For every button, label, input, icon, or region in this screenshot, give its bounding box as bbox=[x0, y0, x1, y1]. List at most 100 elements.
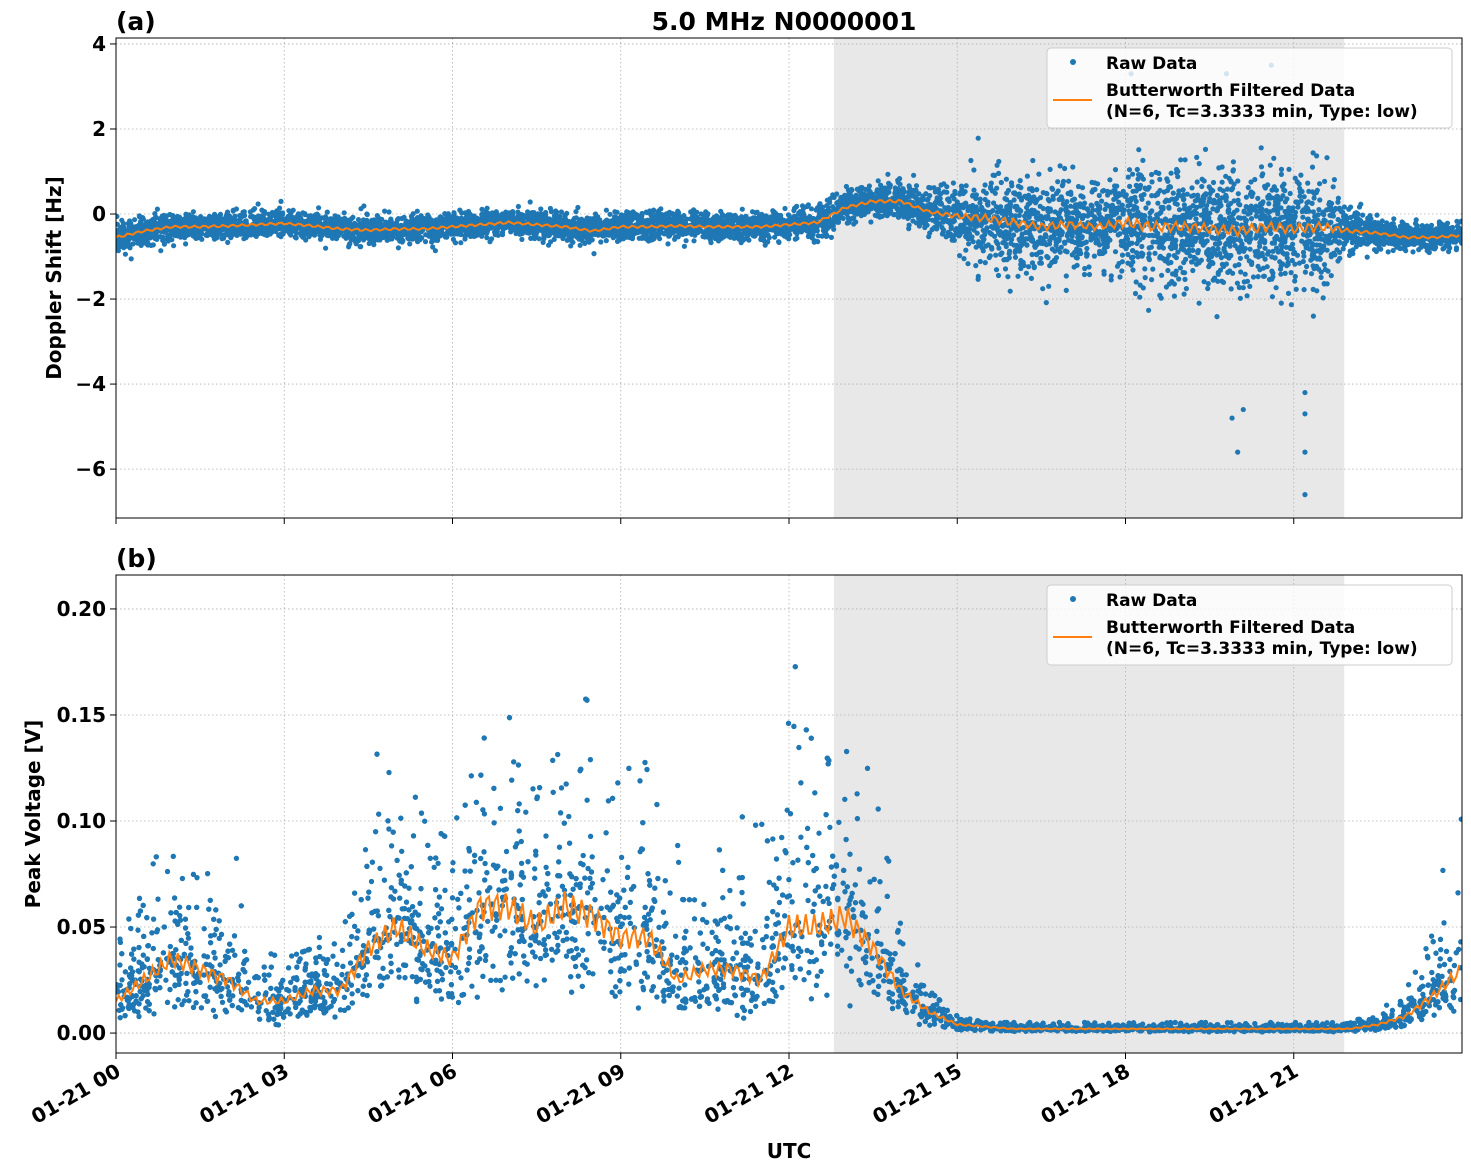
raw-data-point bbox=[1258, 238, 1264, 244]
raw-data-point bbox=[886, 184, 892, 190]
raw-data-point bbox=[414, 208, 420, 214]
raw-data-point bbox=[1373, 248, 1379, 255]
raw-data-point bbox=[1043, 300, 1049, 306]
raw-data-point bbox=[1011, 232, 1017, 238]
raw-data-point bbox=[831, 226, 837, 232]
raw-data-point bbox=[1254, 209, 1260, 215]
raw-data-point bbox=[1205, 281, 1211, 287]
raw-data-point bbox=[1089, 189, 1095, 195]
raw-data-point bbox=[1390, 221, 1396, 227]
raw-data-point bbox=[1194, 179, 1200, 185]
raw-data-point bbox=[1187, 253, 1193, 259]
raw-data-point bbox=[364, 211, 370, 217]
raw-data-point bbox=[1390, 247, 1396, 254]
raw-data-point bbox=[1255, 274, 1261, 280]
raw-data-point bbox=[1132, 290, 1139, 297]
raw-data-point bbox=[1149, 193, 1155, 199]
raw-data-point bbox=[543, 209, 549, 216]
raw-data-point bbox=[1356, 204, 1363, 210]
raw-data-point bbox=[1149, 179, 1155, 185]
raw-data-point bbox=[458, 240, 464, 246]
raw-data-point bbox=[944, 189, 950, 195]
raw-data-point bbox=[161, 241, 167, 247]
raw-data-point bbox=[1130, 267, 1136, 273]
raw-data-point bbox=[1088, 202, 1094, 208]
raw-data-point bbox=[255, 201, 261, 207]
raw-data-point bbox=[1416, 247, 1422, 253]
raw-data-point bbox=[1176, 207, 1183, 213]
raw-data-point bbox=[1300, 258, 1306, 265]
raw-data-point bbox=[1246, 239, 1252, 245]
raw-data-point bbox=[1063, 273, 1069, 279]
raw-data-point bbox=[1120, 188, 1126, 194]
raw-data-point bbox=[430, 244, 436, 250]
raw-data-point bbox=[1310, 313, 1316, 319]
raw-data-point bbox=[547, 205, 554, 212]
raw-data-point bbox=[1112, 183, 1118, 189]
raw-data-point bbox=[1269, 276, 1275, 282]
raw-data-point bbox=[975, 135, 981, 141]
raw-data-point bbox=[1103, 229, 1109, 235]
raw-data-point bbox=[1322, 178, 1328, 184]
raw-data-point bbox=[1176, 276, 1182, 282]
raw-data-point bbox=[1335, 195, 1341, 201]
raw-data-point bbox=[1266, 201, 1272, 207]
raw-data-point bbox=[158, 248, 164, 254]
raw-data-point bbox=[1026, 186, 1033, 192]
raw-data-point bbox=[1062, 240, 1068, 246]
raw-data-point bbox=[382, 208, 388, 214]
raw-data-point bbox=[1145, 200, 1151, 206]
raw-data-point bbox=[1181, 202, 1187, 208]
raw-data-point bbox=[977, 196, 983, 202]
raw-data-point bbox=[895, 214, 902, 220]
raw-data-point bbox=[1074, 255, 1080, 261]
raw-data-point bbox=[1136, 147, 1142, 153]
raw-data-point bbox=[1119, 259, 1125, 265]
raw-data-point bbox=[1054, 239, 1060, 245]
raw-data-point bbox=[1037, 260, 1043, 266]
raw-data-point bbox=[819, 233, 825, 239]
raw-data-point bbox=[1324, 155, 1330, 161]
raw-data-point bbox=[1304, 263, 1310, 270]
raw-data-point bbox=[1170, 190, 1176, 196]
raw-data-point bbox=[1330, 184, 1336, 190]
raw-data-point bbox=[1278, 271, 1284, 277]
raw-data-point bbox=[1285, 290, 1292, 296]
y-tick-label: −6 bbox=[75, 457, 106, 481]
raw-data-point bbox=[1210, 206, 1216, 212]
raw-data-point bbox=[1079, 234, 1085, 240]
raw-data-point bbox=[1215, 271, 1221, 277]
raw-data-point bbox=[1320, 295, 1326, 301]
raw-data-point bbox=[1257, 243, 1263, 249]
raw-data-point bbox=[271, 211, 277, 217]
raw-data-point bbox=[1127, 197, 1133, 203]
raw-data-point bbox=[1331, 238, 1337, 244]
raw-data-point bbox=[1066, 178, 1072, 184]
raw-data-point bbox=[1301, 194, 1307, 200]
raw-data-point bbox=[1260, 171, 1266, 177]
raw-data-point bbox=[998, 179, 1004, 186]
raw-data-point bbox=[1128, 255, 1135, 261]
raw-data-point bbox=[1104, 188, 1111, 194]
raw-data-point bbox=[1218, 214, 1224, 220]
raw-data-point bbox=[1147, 215, 1153, 221]
raw-data-point bbox=[973, 244, 979, 250]
raw-data-point bbox=[603, 238, 609, 244]
raw-data-point bbox=[1193, 216, 1199, 222]
raw-data-point bbox=[1219, 179, 1225, 185]
raw-data-point bbox=[1076, 250, 1082, 257]
raw-data-point bbox=[1183, 256, 1189, 262]
raw-data-point bbox=[508, 229, 514, 235]
raw-data-point bbox=[1017, 248, 1023, 254]
raw-data-point bbox=[1057, 163, 1063, 169]
raw-data-point bbox=[1166, 204, 1172, 210]
raw-data-point bbox=[1193, 256, 1199, 262]
raw-data-point bbox=[1322, 266, 1328, 273]
raw-data-point bbox=[1259, 210, 1265, 216]
raw-data-point bbox=[232, 213, 238, 219]
y-tick-label: 2 bbox=[92, 117, 106, 141]
raw-data-point bbox=[1284, 251, 1290, 257]
raw-data-point bbox=[1235, 197, 1241, 203]
raw-data-point bbox=[277, 205, 283, 211]
